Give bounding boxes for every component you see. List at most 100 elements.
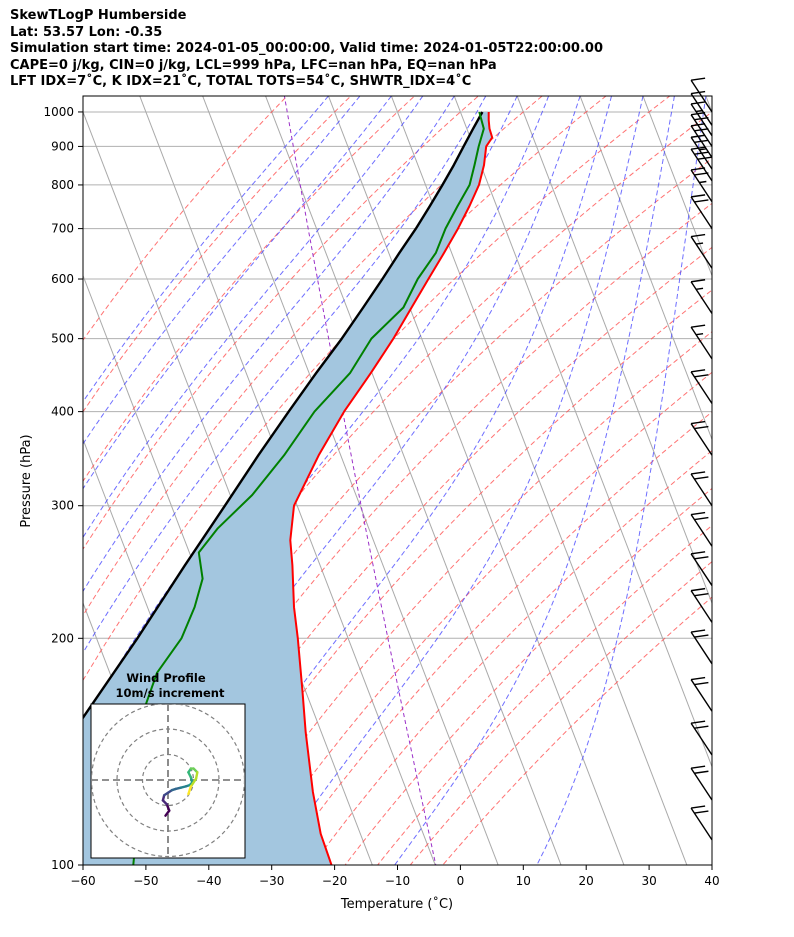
dry-adiabat-line [83,96,607,682]
hodograph-segment [189,777,198,788]
x-tick-label: −30 [259,874,284,888]
wind-barb-feather [691,765,706,769]
wind-barb-half-feather [695,332,704,336]
wind-barb [690,629,713,665]
dry-adiabat-line [83,111,712,808]
x-tick-label: 0 [457,874,465,888]
isotherm-line [763,81,794,900]
wind-barb-feather [691,194,706,198]
wind-barb-shaft [690,473,713,507]
wind-barb [690,90,713,126]
wind-barb-shaft [690,631,713,665]
moist-adiabat-line [83,96,455,593]
x-axis-label: Temperature (˚C) [340,896,453,912]
wind-barb [690,511,713,547]
wind-barb-feather [694,516,709,521]
y-tick-label: 400 [51,405,74,419]
wind-barb-shaft [690,281,713,314]
y-tick-label: 500 [51,332,74,346]
wind-barb-feather [691,279,706,283]
dry-adiabat-line [83,96,480,550]
wind-barb-feather [691,167,706,171]
wind-barb [690,194,713,229]
stability-area-fill [83,112,493,865]
isotherm-line [453,96,712,769]
y-axis-label: Pressure (hPa) [19,434,34,527]
dry-adiabat-line [377,524,712,865]
wind-barb-feather [691,629,706,633]
wind-barb-feather [694,770,709,774]
chart-header: SkewTLogP Humberside Lat: 53.57 Lon: -0.… [10,8,603,91]
wind-barb-feather [691,587,706,592]
wind-barb-half-feather [695,242,704,245]
wind-barb-feather [691,77,706,81]
wind-barb-feather [694,199,709,203]
wind-barb-half-feather [695,287,704,290]
dry-adiabat-line [116,202,712,865]
dewpoint-line [132,111,485,865]
wind-barb-feather [694,172,709,176]
wind-barb-feather [691,324,706,328]
wind-barb [690,101,713,137]
wind-barb-feather [694,425,709,430]
indices-line-2: LFT IDX=7˚C, K IDX=21˚C, TOTAL TOTS=54˚C… [10,74,472,90]
x-tick-label: −20 [322,874,347,888]
isotherm-line [265,96,562,865]
wind-barb-shaft [690,553,713,586]
wind-barb [690,420,713,456]
wind-barb-feather [691,123,706,127]
moist-adiabat-line [394,96,675,865]
moist-adiabat-line [83,96,329,403]
x-tick-label: 30 [641,874,656,888]
wind-barb-feather [691,90,706,95]
isotherm-line [0,81,71,900]
wind-barb-shaft [690,423,713,456]
wind-barb [690,587,713,623]
dry-adiabat-line [311,449,712,865]
wind-barb-shaft [690,514,713,547]
x-tick-label: 20 [579,874,594,888]
wind-barb [690,471,713,507]
dry-adiabat-line [83,96,352,413]
wind-barb-half-feather [695,109,704,113]
moist-adiabat-line [108,96,581,865]
dry-adiabat-line [344,487,712,865]
wind-barb-feather [691,420,706,425]
moist-adiabat-line [271,96,644,865]
wind-barb [690,805,713,841]
wind-barb [690,324,713,360]
wind-barb-feather [694,117,709,121]
wind-barb-feather [694,139,709,143]
wind-barb [690,279,713,314]
dry-adiabat-line [279,411,712,865]
moist-adiabat-line [83,96,361,445]
isotherm-line [202,96,499,865]
indices-line-1: CAPE=0 j/kg, CIN=0 j/kg, LCL=999 hPa, LF… [10,57,497,73]
wind-barb-shaft [690,236,713,269]
moist-adiabat-line [83,96,487,654]
wind-barb [690,765,713,801]
wind-barb [690,111,713,147]
y-tick-label: 200 [51,631,74,645]
wind-barb-feather [697,156,712,160]
wind-barb-feather [694,128,709,132]
wind-barb-feather [691,720,706,724]
moist-adiabat-line [83,96,392,490]
isotherm-line [0,81,8,900]
wind-barb-feather [691,101,706,105]
x-tick-label: −10 [385,874,410,888]
wind-barb [690,167,713,203]
isotherm-line [579,96,712,441]
wind-barb-shaft [690,807,713,841]
wind-barb-shaft [690,79,713,113]
hodograph-plot [91,704,245,858]
y-tick-label: 600 [51,272,74,286]
moist-adiabat-line [83,96,424,539]
moist-adiabat-line [179,96,612,865]
wind-barb-shaft [690,722,713,756]
parcel-profile-line [83,111,484,720]
hodograph-subtitle: 10m/s increment [116,686,225,700]
wind-barb-feather [694,725,709,729]
wind-barb-shaft [690,103,713,137]
wind-barb-feather [694,374,709,378]
